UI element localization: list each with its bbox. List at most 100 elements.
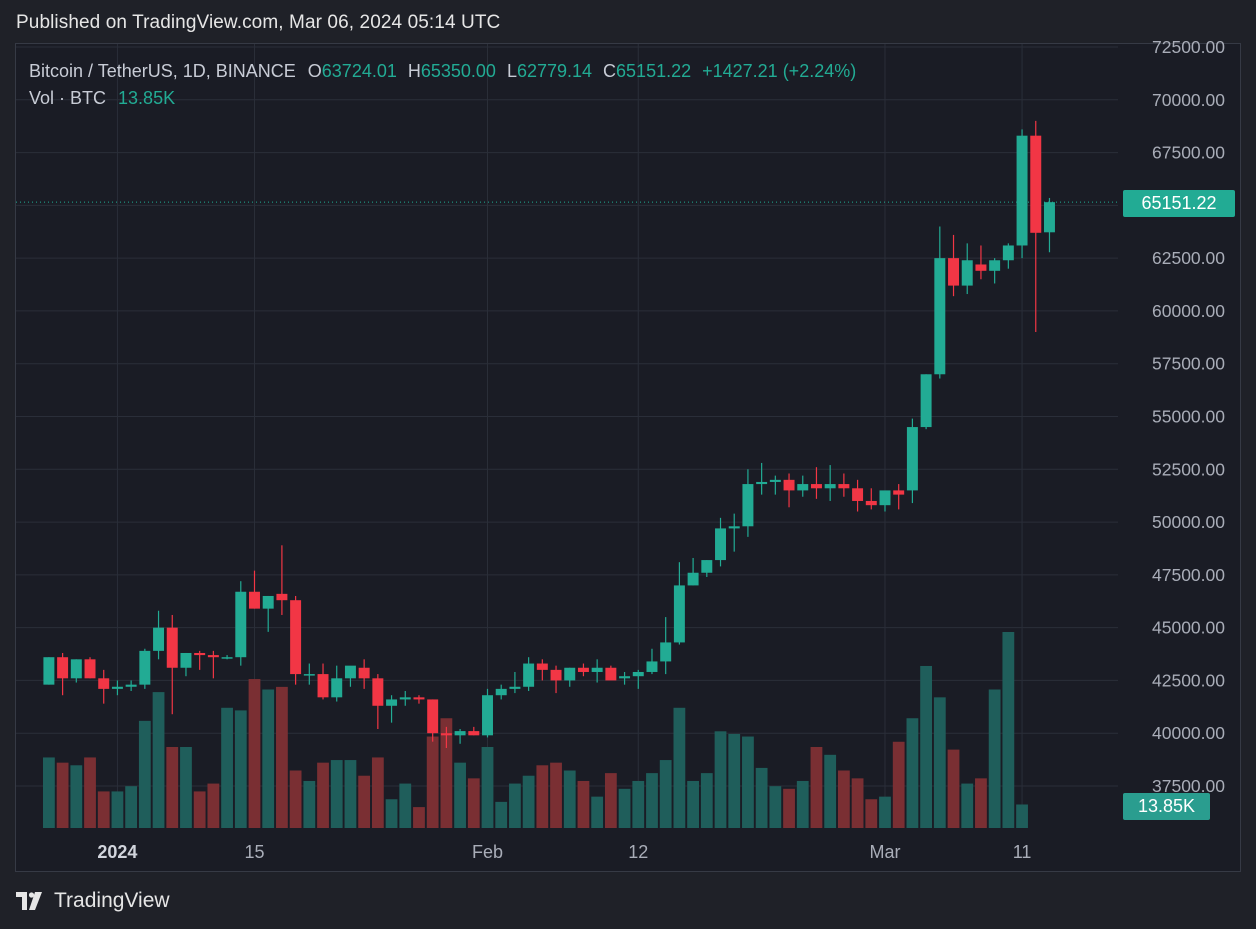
candle-body [207,655,219,658]
candle-body [276,593,288,601]
volume-bar [166,746,179,828]
volume-bar [961,783,974,828]
candle-body [536,663,548,670]
volume-bar [440,718,453,828]
price-tick-label: 40000.00 [1152,723,1225,743]
candle-body [1030,135,1042,233]
high-key: H [407,61,421,81]
candle-body [344,665,356,679]
time-tick-label: Mar [869,842,900,862]
candle-body [290,600,302,675]
candle-body [715,528,726,561]
candle-body [632,671,644,677]
volume-bar [865,799,878,828]
volume-bar [933,697,946,828]
candle-body [358,667,370,679]
volume-bar [906,718,919,828]
candle-body [523,663,535,687]
candle-body [906,427,918,491]
price-tick-label: 47500.00 [1152,565,1225,585]
candle-body [619,676,631,679]
volume-bar [632,780,645,828]
volume-bar [687,780,699,828]
volume-bar [467,778,480,828]
volume-label: Vol · BTC [29,88,107,108]
candle-body [262,595,274,609]
volume-bar [289,770,302,828]
time-tick-label: Feb [472,842,503,862]
volume-bar [618,788,631,828]
candle-body [605,667,617,681]
volume-row: Vol · BTC 13.85K [29,85,856,112]
volume-bar [262,689,275,828]
candle-body [331,678,343,698]
price-tick-label: 57500.00 [1152,354,1225,374]
volume-bar [837,770,850,828]
candle-body [84,659,96,679]
volume-bar [193,791,206,828]
candle-body [728,526,740,529]
candle-body [701,560,713,573]
volume-bar [769,786,782,828]
price-tick-label: 42500.00 [1152,670,1225,690]
volume-bar [125,786,138,828]
volume-bar [317,762,329,828]
candle-body [687,572,699,586]
candlesticks [43,120,1055,748]
candle-body [879,490,891,506]
candle-body [783,479,795,491]
candle-body [372,678,384,706]
volume-bar [892,741,905,828]
price-tick-label: 67500.00 [1152,143,1225,163]
candle-body [194,652,206,656]
candle-body [975,264,987,271]
volume-bar [330,760,343,828]
volume-bar [550,762,562,828]
last-price-badge: 65151.22 [1123,190,1235,217]
candle-body [564,667,576,681]
volume-bar [1016,804,1028,828]
volume-bar [824,754,837,828]
volume-bar [97,791,110,828]
high-value: 65350.00 [420,61,496,81]
volume-bar [728,733,741,828]
volume-bar [276,686,288,828]
brand-name: TradingView [54,889,170,912]
volume-bar [755,767,768,828]
price-tick-label: 62500.00 [1152,248,1225,268]
candle-body [1016,135,1028,246]
volume-bar [385,799,398,828]
candle-body [317,674,329,698]
volume-bar [522,775,535,828]
candle-body [139,650,151,685]
candle-body [1043,202,1055,233]
candle-body [865,500,877,506]
volume-bar [673,707,686,828]
volume-bar [509,783,521,828]
brand[interactable]: TradingView [16,889,170,913]
volume-bar [454,762,466,828]
candle-body [577,667,589,672]
volume-bar [714,731,727,828]
price-tick-label: 60000.00 [1152,301,1225,321]
volume-bar [138,720,151,828]
published-caption: Published on TradingView.com, Mar 06, 20… [16,12,501,33]
candle-body [153,627,165,651]
volume-bar [879,796,891,828]
candle-body [948,258,960,286]
candle-body [509,686,521,689]
low-key: L [506,61,517,81]
candle-body [399,697,411,700]
volume-bar [604,773,617,828]
ohlc-row: Bitcoin / TetherUS, 1D, BINANCE O 63724.0… [29,58,856,85]
volume-bar [84,757,96,828]
close-value: 65151.22 [616,61,692,81]
volume-bar [783,788,795,828]
price-tick-label: 72500.00 [1152,37,1225,57]
candle-body [43,657,55,685]
time-tick-label: 11 [1013,842,1032,862]
volume-bar [796,780,809,828]
volume-bar [221,707,233,828]
candle-body [440,733,452,736]
